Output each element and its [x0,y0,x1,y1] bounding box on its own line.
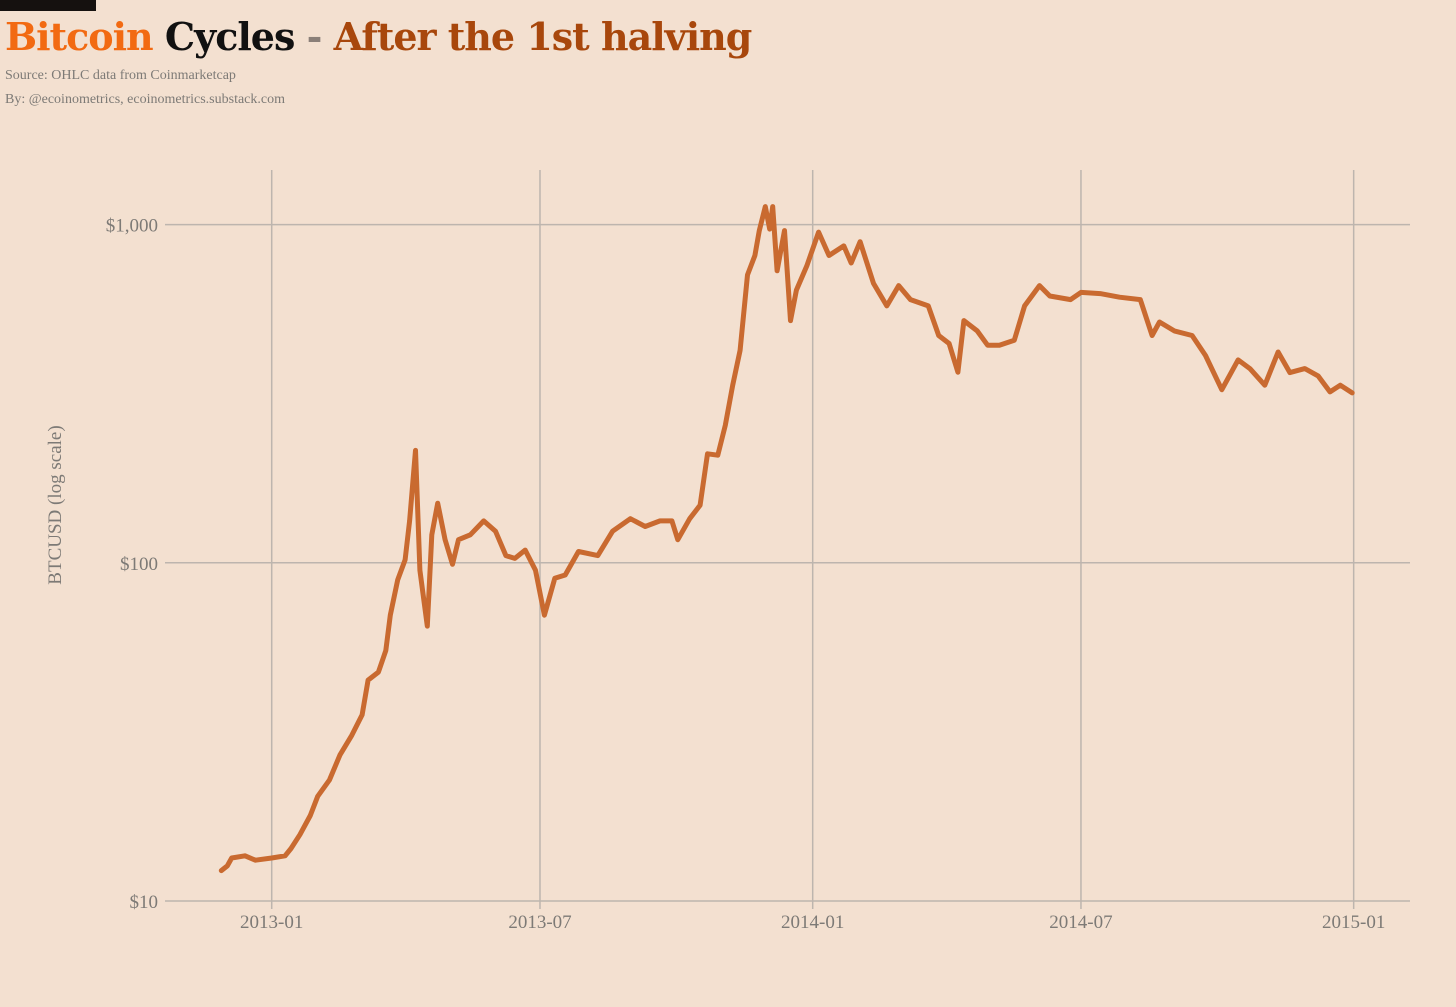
x-tick-label: 2013-01 [240,912,303,933]
x-tick-label: 2014-01 [781,912,844,933]
y-tick-label: $100 [120,554,158,575]
price-line [218,204,1355,874]
byline: By: @ecoinometrics, ecoinometrics.substa… [5,92,285,107]
title-separator: - [306,14,323,59]
x-tick-label: 2013-07 [508,912,571,933]
title-subtitle: After the 1st halving [333,14,753,59]
data-points [221,206,1353,871]
title-bitcoin: Bitcoin [5,14,154,59]
x-tick-label: 2015-01 [1322,912,1385,933]
top-decorative-bar [0,0,96,11]
y-tick-label: $10 [130,892,159,913]
y-tick-label: $1,000 [106,216,158,237]
y-axis-label: BTCUSD (log scale) [45,425,66,584]
title-cycles: Cycles [164,14,295,59]
source-note: Source: OHLC data from Coinmarketcap [5,68,236,83]
x-tick-label: 2014-07 [1049,912,1112,933]
chart-title: Bitcoin Cycles - After the 1st halving [5,14,753,59]
